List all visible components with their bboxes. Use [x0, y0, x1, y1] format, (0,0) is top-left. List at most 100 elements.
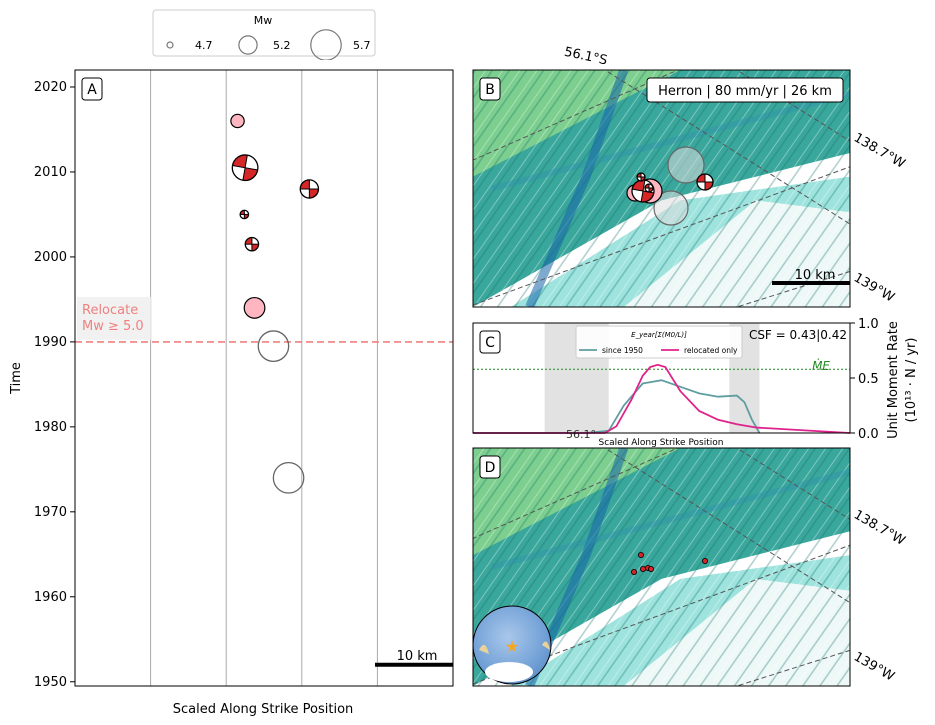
focal-compression [242, 167, 258, 181]
panel-letter-box [479, 455, 501, 479]
series-line [473, 363, 851, 434]
focal-compression [232, 154, 248, 168]
focal-compression [632, 180, 645, 191]
panel-letter-box [81, 77, 103, 101]
focal-mechanism [644, 183, 654, 193]
longitude-label: 138.7°W [851, 130, 908, 171]
x-axis-label: Scaled Along Strike Position [173, 702, 354, 717]
focal-mechanism [636, 172, 646, 182]
y-tick-label: 1950 [34, 675, 67, 690]
panel-letter: B [485, 82, 495, 98]
panel-c: E_year[Σ(M0/L)]since 1950 relocated only C… [472, 317, 919, 448]
terrain-map [473, 448, 850, 686]
event-marker [230, 113, 245, 129]
fault-trace [491, 468, 850, 570]
y-axis-label: Time [9, 362, 24, 395]
mw-legend: Mw 4.7 5.2 5.7 [152, 9, 376, 60]
landmass-shape [479, 644, 489, 654]
legend-marker [238, 35, 258, 55]
y-tick-label: 2010 [34, 165, 67, 180]
axes-frame [472, 322, 851, 434]
focal-outline [299, 179, 320, 199]
legend-frame [575, 325, 743, 359]
focal-mechanism [696, 173, 714, 191]
y-tick-label: 1970 [34, 505, 67, 520]
scale-bar-label: 10 km [397, 649, 438, 664]
csf-label: CSF = 0.43|0.42 [749, 328, 847, 342]
focal-outline [244, 236, 260, 252]
epicenter-dot [639, 566, 646, 573]
legend-label: 5.7 [353, 39, 371, 52]
nodal-plane [242, 155, 248, 181]
focal-compression [244, 214, 249, 219]
y-tick-label: 1980 [34, 420, 67, 435]
landmass-shape [542, 641, 550, 650]
epicenter-dot [701, 558, 708, 565]
focal-compression [637, 173, 641, 177]
focal-compression [649, 188, 653, 192]
relocate-label: Mw ≥ 5.0 [82, 319, 144, 334]
epicenter-dot [647, 566, 654, 573]
relocate-box [77, 296, 152, 340]
longitude-label: 139°W [851, 649, 897, 684]
me-label: ṀE [812, 358, 830, 373]
legend-label: 4.7 [195, 39, 213, 52]
x-axis-label: Scaled Along Strike Position [598, 438, 723, 448]
legend-label: 5.2 [273, 39, 291, 52]
panel-letter-box [479, 77, 501, 101]
focal-compression [251, 244, 259, 251]
graticule-line [604, 448, 850, 604]
focal-mechanism [231, 154, 259, 182]
fault-trace [491, 90, 850, 192]
longitude-label: 138.7°W [851, 507, 908, 548]
panel-d: ★ D 138.7°W 139°W [472, 447, 908, 687]
y-tick-label: 0.0 [858, 427, 879, 442]
y-tick-label: 2000 [34, 250, 67, 265]
focal-mechanism [239, 209, 250, 220]
focal-compression [641, 191, 654, 202]
y-tick-label: 2020 [34, 80, 67, 95]
graticule-line [735, 270, 850, 307]
panel-d-events: ★ [473, 552, 708, 685]
graticule-line [735, 649, 850, 686]
legend-frame [152, 9, 376, 57]
focal-compression [705, 182, 713, 190]
graticule-line [604, 70, 850, 225]
focal-mechanism [299, 179, 320, 199]
globe-inset [473, 605, 552, 685]
panel-letter: C [485, 335, 495, 351]
focal-compression [645, 184, 649, 188]
graticule-line [473, 70, 679, 161]
epicenter-dot [637, 552, 644, 559]
epicenter-dot [630, 568, 637, 575]
focal-outline [644, 183, 654, 193]
focal-mechanism [244, 236, 260, 252]
focal-outline [696, 173, 714, 191]
map-frame [472, 69, 851, 308]
legend-label: relocated only [684, 346, 738, 355]
plot-area [75, 70, 453, 686]
latitude-label: 56.1°S [563, 45, 609, 69]
legend-marker [310, 29, 342, 60]
relocate-label: Relocate [82, 303, 138, 318]
nodal-plane [640, 180, 646, 202]
overlap-label: 56.1° [566, 428, 596, 441]
focal-compression [641, 177, 645, 181]
y-tick-label: 1960 [34, 590, 67, 605]
focal-compression [245, 237, 252, 245]
scale-bar-label: 10 km [795, 268, 836, 283]
event-marker [257, 330, 290, 362]
y-tick-label: 1990 [34, 335, 67, 350]
event-marker [243, 296, 266, 319]
panel-letter: D [485, 460, 496, 476]
panel-letter: A [87, 82, 97, 98]
map-frame [472, 447, 851, 687]
info-box [646, 77, 844, 103]
y-axis-label: (10¹³ · N / yr) [904, 338, 919, 423]
focal-outline [636, 172, 646, 182]
focal-compression [300, 179, 310, 189]
y-axis-label: Unit Moment Rate [886, 321, 901, 439]
event-marker [667, 146, 705, 184]
focal-compression [240, 210, 245, 215]
